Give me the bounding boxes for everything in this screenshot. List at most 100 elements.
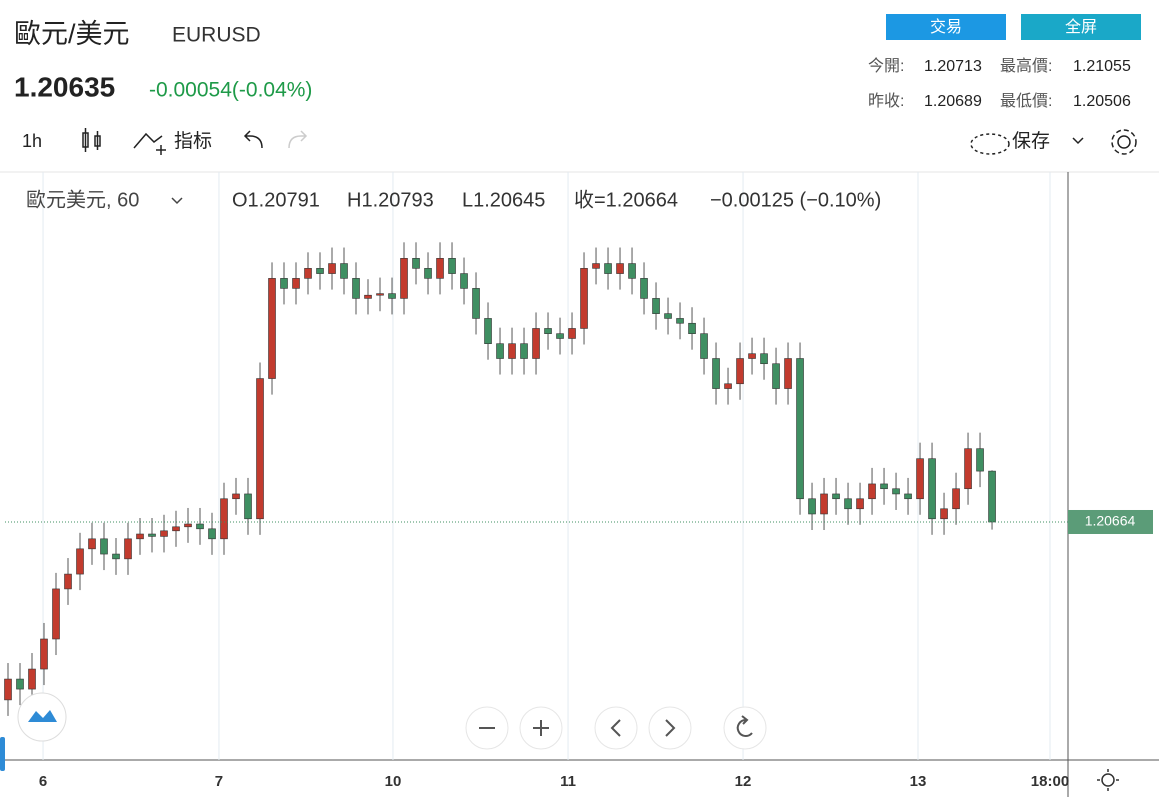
legend-item: O1.20791 (232, 189, 320, 211)
candle-body (364, 294, 372, 299)
candle-body (172, 526, 180, 532)
candle-body (868, 483, 876, 500)
candle-body (412, 258, 420, 269)
candle-body (940, 508, 948, 520)
legend-dropdown[interactable] (171, 197, 183, 205)
candle-body (628, 263, 636, 279)
indicator-icon[interactable] (133, 132, 163, 149)
candle-body (568, 328, 576, 339)
legend-item: L1.20645 (462, 189, 545, 211)
change: -0.00054(-0.04%) (149, 79, 312, 102)
candle-body (352, 278, 360, 299)
dropdown-icon[interactable] (1072, 137, 1084, 145)
candle-body (964, 448, 972, 490)
stat-label: 昨收: (868, 92, 904, 110)
candle-body (748, 353, 756, 359)
candle-body (232, 493, 240, 500)
candle-body (832, 493, 840, 500)
candle-body (724, 383, 732, 389)
legend-title: 歐元美元, 60 (26, 188, 139, 211)
candle-body (688, 322, 696, 334)
candle-body (436, 258, 444, 279)
candle-body (160, 530, 168, 537)
side-tab[interactable] (0, 737, 5, 771)
candle-body (64, 573, 72, 590)
candle-body (112, 553, 120, 560)
candle-body (472, 288, 480, 319)
candle-body (772, 363, 780, 389)
candle-body (916, 458, 924, 500)
save-label[interactable]: 保存 (1012, 130, 1050, 152)
candle-body (988, 470, 996, 523)
candle-body (604, 263, 612, 274)
candle-body (100, 538, 108, 555)
candle-body (424, 268, 432, 279)
candle-body (640, 278, 648, 299)
candle-body (328, 263, 336, 274)
x-tick-label: 18:00 (1031, 773, 1069, 790)
candle-body (76, 548, 84, 575)
scroll-left[interactable] (594, 706, 638, 750)
axis-settings-rays (1097, 769, 1119, 791)
candle-body (268, 278, 276, 379)
candle-body (4, 678, 12, 701)
fullscreen-button-label[interactable]: 全屏 (1065, 18, 1097, 36)
candle-body (760, 353, 768, 365)
interval[interactable]: 1h (22, 131, 42, 151)
settings-icon[interactable] (1117, 135, 1131, 149)
trade-button[interactable] (886, 14, 1006, 40)
candle-body (496, 343, 504, 359)
last-price-box (1068, 509, 1153, 534)
candle-body (580, 268, 588, 329)
axis-settings[interactable] (1101, 773, 1115, 787)
indicator-label[interactable]: 指标 (174, 130, 212, 152)
candle-body (952, 488, 960, 510)
undo-icon[interactable] (243, 130, 263, 149)
stat-value: 1.20713 (924, 58, 982, 75)
candle-body (700, 333, 708, 359)
candle-body (796, 358, 804, 500)
candle-body (124, 538, 132, 560)
candle-body (652, 298, 660, 314)
candle-body (196, 523, 204, 530)
plot: 6 7 10 11 12 13 18:00 (4, 172, 1069, 790)
candle-body (616, 263, 624, 274)
candle-body (904, 493, 912, 500)
stat-label: 最高價: (1000, 57, 1052, 75)
candle-body (664, 313, 672, 319)
candle-body (400, 258, 408, 299)
candle-body (928, 458, 936, 520)
candle-body (892, 488, 900, 495)
candle-body (136, 533, 144, 540)
legend: O1.20791 H1.20793 L1.20645 收=1.20664 −0.0012… (232, 188, 881, 211)
candle-body (40, 638, 48, 670)
candle-body (256, 378, 264, 520)
nav-buttons (465, 706, 767, 750)
candle-body (736, 358, 744, 385)
scroll-right[interactable] (648, 706, 692, 750)
nav-icons (479, 715, 753, 737)
cloud-icon[interactable] (970, 133, 1010, 155)
stat-value: 1.20506 (1073, 93, 1131, 110)
candle-body (52, 588, 60, 640)
candle-body (676, 318, 684, 324)
trade-button-label[interactable]: 交易 (930, 18, 962, 36)
x-tick-label: 11 (560, 773, 576, 790)
candle-body (292, 278, 300, 289)
candle-body (316, 268, 324, 274)
x-tick-label: 6 (39, 773, 47, 790)
candle-body (784, 358, 792, 389)
candle-body (544, 328, 552, 334)
candle-body (556, 333, 564, 339)
candle-body (976, 448, 984, 472)
stat-value: 1.20689 (924, 93, 982, 110)
reset[interactable] (723, 706, 767, 750)
candle-body (340, 263, 348, 279)
candle-icon[interactable] (82, 128, 1137, 155)
candle-body (388, 293, 396, 299)
candle-body (484, 318, 492, 344)
x-tick-label: 12 (735, 773, 752, 790)
fullscreen-button[interactable] (1021, 14, 1141, 40)
logo-mark (28, 710, 57, 722)
